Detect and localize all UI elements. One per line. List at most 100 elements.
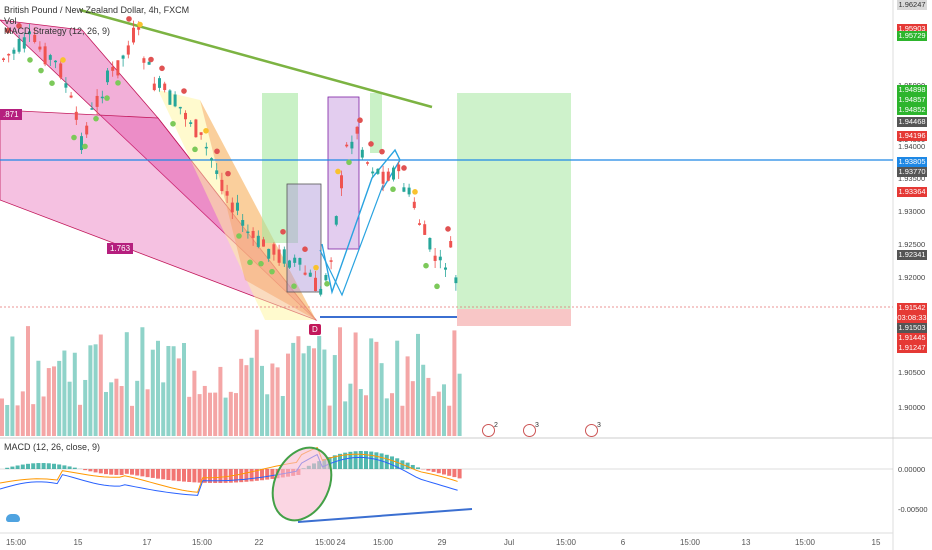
signal-dot <box>357 117 363 124</box>
macd-hist-bar <box>405 462 410 469</box>
volume-bar <box>265 394 270 436</box>
economic-event-icon[interactable]: 2 <box>482 422 498 437</box>
macd-hist-bar <box>5 467 10 469</box>
price-tag: 1.94857 <box>897 95 927 105</box>
macd-divergence-line[interactable] <box>297 508 473 523</box>
macd-hist-bar <box>41 463 46 469</box>
volume-bar <box>192 370 197 436</box>
price-tick-label: 1.93500 <box>898 174 925 183</box>
macd-hist-bar <box>234 469 238 483</box>
cloud-icon[interactable] <box>6 514 20 522</box>
macd-hist-bar <box>457 469 462 479</box>
candle-body <box>17 38 21 52</box>
symbol-legend[interactable]: British Pound / New Zealand Dollar, 4h, … <box>4 5 190 15</box>
candle-body <box>376 168 380 174</box>
price-tag: 1.94468 <box>897 117 927 127</box>
signal-dot <box>148 56 154 63</box>
macd-highlight-ellipse[interactable] <box>261 438 342 530</box>
candle-body <box>173 94 177 107</box>
candle-body <box>12 49 16 54</box>
candle-body <box>433 255 437 261</box>
volume-bar <box>410 381 415 436</box>
macd-hist-bar <box>93 469 98 473</box>
macd-hist-bar <box>161 469 166 480</box>
signal-dot <box>115 80 121 86</box>
price-tag: 1.93805 <box>897 157 927 167</box>
candle-body <box>407 187 411 195</box>
target-zone-3[interactable] <box>457 93 571 309</box>
time-tick-label: 15 <box>74 538 83 547</box>
macd-hist-bar <box>67 466 72 469</box>
economic-event-icon[interactable]: 3 <box>585 422 601 437</box>
target-zone-2[interactable] <box>370 93 382 153</box>
time-tick-label: 29 <box>438 538 447 547</box>
economic-event-icon[interactable]: 3 <box>523 422 539 437</box>
signal-dot <box>60 57 66 63</box>
macd-line <box>0 453 458 496</box>
signal-dot <box>269 268 275 275</box>
volume-bar <box>171 346 176 436</box>
macd-hist-bar <box>395 458 400 469</box>
signal-dot <box>236 233 242 239</box>
candle-body <box>428 237 432 250</box>
stop-zone[interactable] <box>457 309 571 326</box>
macd-tick-label: 0.00000 <box>898 465 925 474</box>
macd-hist-bar <box>239 469 244 483</box>
signal-dot <box>379 148 385 155</box>
macd-hist-bar <box>171 469 176 481</box>
volume-bar <box>436 391 441 436</box>
box-purple-1[interactable] <box>327 96 360 250</box>
candle-body <box>256 235 260 247</box>
volume-bar <box>93 344 98 436</box>
macd-hist-bar <box>36 463 41 469</box>
signal-dot <box>335 168 341 175</box>
strategy-legend[interactable]: MACD Strategy (12, 26, 9) <box>4 26 111 36</box>
volume-bar <box>400 405 405 436</box>
candle-body <box>152 83 156 91</box>
volume-bar <box>374 341 379 436</box>
volume-bar <box>15 405 20 436</box>
macd-legend[interactable]: MACD (12, 26, close, 9) <box>4 442 101 452</box>
volume-bar <box>254 329 259 436</box>
time-tick-label: 15:00 <box>315 538 336 547</box>
candle-body <box>319 288 323 295</box>
volume-bar <box>31 404 36 436</box>
macd-hist-bar <box>119 469 124 475</box>
signal-dot <box>280 228 286 235</box>
candle-body <box>111 66 115 71</box>
volume-bar <box>358 389 363 436</box>
volume-legend[interactable]: Vol <box>4 16 17 26</box>
volume-bar <box>405 356 410 436</box>
candle-body <box>147 61 151 65</box>
projection-path-2[interactable] <box>319 184 384 297</box>
event-count: 2 <box>494 422 498 429</box>
candle-body <box>360 149 364 158</box>
price-tag: 03:08:33 <box>897 313 927 323</box>
price-tag: 1.95729 <box>897 31 927 41</box>
volume-bar <box>145 389 150 436</box>
candle-body <box>366 162 369 164</box>
volume-bar <box>0 398 4 436</box>
harmonic-lower-triangle[interactable] <box>0 109 318 321</box>
macd-hist-bar <box>83 469 88 471</box>
time-tick-label: 15:00 <box>680 538 701 547</box>
volume-bar <box>83 379 88 436</box>
signal-dot <box>412 189 418 195</box>
candle-body <box>43 46 47 65</box>
projection-path[interactable] <box>321 148 401 295</box>
signal-dot <box>313 264 319 271</box>
candle-body <box>121 55 125 59</box>
price-tick-label: 1.94000 <box>898 142 925 151</box>
volume-bar <box>426 377 431 436</box>
volume-bar <box>416 333 420 436</box>
candle-body <box>116 60 120 76</box>
macd-tick-label: -0.00500 <box>898 505 928 514</box>
volume-bar <box>166 345 171 436</box>
macd-hist-bar <box>364 451 368 469</box>
volume-bar <box>421 364 426 436</box>
event-count: 3 <box>535 422 539 429</box>
volume-bar <box>98 334 103 436</box>
volume-bar <box>270 363 275 436</box>
volume-bar <box>46 368 51 436</box>
